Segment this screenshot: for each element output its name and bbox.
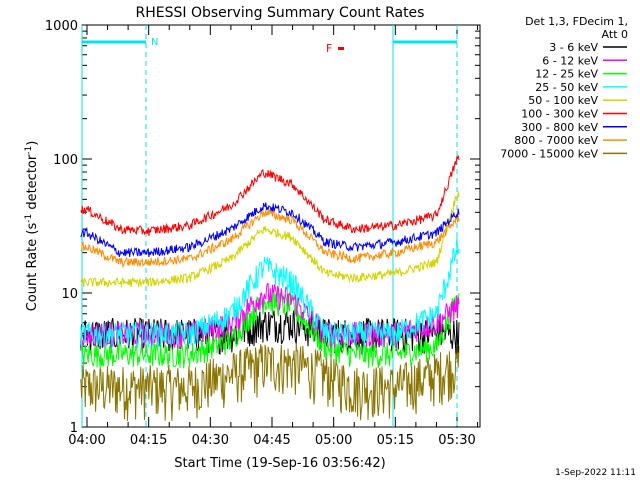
legend-header: Att 0 — [602, 28, 628, 41]
x-tick-label: 04:15 — [130, 433, 167, 448]
legend-label: 100 - 300 keV — [521, 108, 598, 121]
svg-text:Count Rate (s-1 detector-1): Count Rate (s-1 detector-1) — [24, 141, 40, 312]
legend-label: 3 - 6 keV — [549, 41, 598, 54]
legend-label: 800 - 7000 keV — [514, 134, 598, 147]
legend-label: 6 - 12 keV — [542, 54, 598, 67]
legend-header: Det 1,3, FDecim 1, — [525, 15, 628, 28]
x-tick-label: 05:15 — [377, 433, 414, 448]
flare-marker — [338, 47, 344, 50]
series-line-3 — [80, 237, 460, 349]
series-line-8 — [80, 342, 460, 421]
y-tick-label: 1000 — [45, 19, 78, 34]
plot-area: 1 10 100 1000 04:00 04:15 04:30 04:45 05:00 05:15… — [45, 19, 481, 448]
x-tick-label: 04:00 — [68, 433, 105, 448]
x-tick-label: 04:30 — [192, 433, 229, 448]
x-tick-label: 04:45 — [253, 433, 290, 448]
chart-title: RHESSI Observing Summary Count Rates — [136, 5, 425, 21]
x-axis-label: Start Time (19-Sep-16 03:56:42) — [174, 456, 385, 471]
legend-label: 300 - 800 keV — [521, 121, 598, 134]
y-axis-label: Count Rate (s-1 detector-1) — [24, 141, 40, 312]
series-line-6 — [80, 202, 460, 258]
legend-label: 7000 - 15000 keV — [500, 147, 598, 160]
y-tick-label: 100 — [53, 153, 78, 168]
series-line-1 — [80, 282, 460, 348]
series-line-5 — [80, 155, 460, 236]
series-line-4 — [80, 191, 460, 288]
y-tick-label: 1 — [70, 421, 78, 436]
annotation-n: N — [151, 37, 158, 48]
annotation-f: F — [326, 42, 332, 55]
legend-label: 25 - 50 keV — [535, 81, 598, 94]
x-tick-label: 05:00 — [315, 433, 352, 448]
x-tick-label: 05:30 — [438, 433, 475, 448]
legend-label: 12 - 25 keV — [535, 68, 598, 81]
y-tick-label: 10 — [61, 287, 78, 302]
legend-label: 50 - 100 keV — [528, 94, 598, 107]
footer-date: 1-Sep-2022 11:11 — [555, 468, 636, 478]
series-line-7 — [80, 209, 460, 269]
